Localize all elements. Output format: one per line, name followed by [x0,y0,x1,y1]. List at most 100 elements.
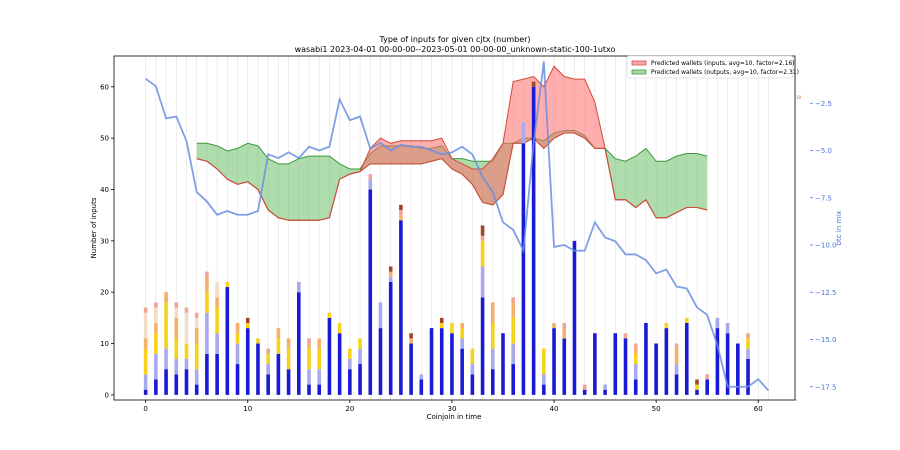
predicted-inputs-band-area [196,66,708,221]
btc-in-mix-line [145,61,770,392]
bar-segment-remix-non-std [460,328,464,339]
bar-segment-remix-std [603,384,607,390]
bar-segment-remix-non-std [480,240,485,267]
bar-segment-remix-other [235,322,240,334]
bar-segment-remix-other [276,328,281,339]
bar-segment-remix-other [490,302,495,323]
bar-segment-mature [215,281,219,298]
bar-segment-change [174,302,179,308]
bar-segment-mature [154,307,158,323]
bar-segment-mature [194,317,199,329]
bar-segment-remix-other [143,338,148,349]
bar-segment-unknown [388,266,393,272]
predicted-wallet-bands [196,65,708,221]
y3-tick-label: 10 [796,95,802,100]
bar-segment-remix-std [633,364,638,380]
bar-segment-remix-other [286,338,291,349]
y2-tick-label: −12.5 [815,289,836,297]
bar-segment-remix-std [542,374,546,385]
legend-label-outputs: Predicted wallets (outputs, avg=10, fact… [651,69,799,76]
bar-segment-fresh [450,333,454,395]
bar-segment-remix-std [460,338,464,349]
bar-segment-remix-std [490,348,495,370]
bar-segment-fresh [388,281,393,395]
stacked-bars [143,81,750,395]
bar-segment-fresh [276,353,281,395]
bar-segment-remix-other [388,271,393,277]
bar-segment-change [633,343,638,349]
y2-tick-label: −15.0 [815,336,836,344]
bar-segment-remix-other [409,338,413,344]
bar-segment-remix-std [235,343,240,365]
bar-segment-remix-std [164,348,168,370]
bar-segment-fresh [490,369,495,395]
bar-segment-fresh [409,343,413,395]
bar-segment-remix-non-std [746,338,750,349]
y-tick-label: 0 [105,391,109,399]
x-tick-label: 40 [550,405,559,413]
bar-segment-change [194,312,199,318]
bar-segment-remix-std [143,374,148,390]
plot-frame [113,55,796,401]
bar-segment-remix-non-std [490,322,495,349]
bar-segment-change [746,333,750,339]
bar-segment-remix-non-std [348,348,352,359]
bar-segment-remix-non-std [695,384,699,390]
bar-segment-fresh [429,328,434,395]
bar-segment-fresh [266,374,270,395]
bar-segment-fresh [194,384,199,395]
bar-segment-fresh [644,322,648,395]
bar-segment-change [205,271,209,277]
btc-in-mix-polyline [145,61,770,392]
bar-segment-remix-std [470,364,475,375]
bar-segment-remix-non-std [266,353,270,365]
bar-segment-remix-std [307,369,311,385]
bar-segment-fresh [623,338,628,395]
bar-segment-fresh [337,333,342,395]
bar-segment-fresh [674,374,679,395]
bar-segment-fresh [664,328,669,395]
bar-segment-fresh [684,322,689,395]
bar-segment-fresh [174,374,179,395]
bar-segment-remix-non-std [164,302,168,349]
bar-segment-remix-other [511,302,516,318]
bar-segment-fresh [399,220,403,395]
bar-segment-remix-other [399,215,403,221]
bar-segment-fresh [296,292,301,395]
bar-segment-fresh [542,384,546,395]
bar-segment-remix-std [266,364,270,375]
y-axis-label: Number of inputs [90,197,98,258]
bar-segment-remix-non-std [225,281,230,288]
bar-segment-fresh [593,333,597,395]
bar-segment-remix-non-std [256,338,260,344]
y-tick-label: 10 [100,340,109,348]
bar-segment-remix-non-std [215,307,219,334]
legend-swatch-outputs [631,69,647,75]
bar-segment-fresh [378,328,383,395]
bar-segment-fresh [215,353,219,395]
bar-segment-remix-std [746,348,750,359]
bar-segment-fresh [235,364,240,395]
bar-segment-unknown [399,204,403,211]
bar-segment-remix-std [348,358,352,370]
bar-segment-remix-non-std [143,348,148,375]
bar-segment-fresh [256,343,260,395]
bar-segment-fresh [317,384,322,395]
bar-segment-fresh [501,333,505,395]
y-tick-label: 60 [100,83,109,91]
bar-segment-fresh [736,343,740,395]
y-tick-label: 50 [100,135,109,143]
bar-segment-remix-std [358,348,362,365]
bar-segment-remix-non-std [439,322,444,329]
bar-segment-remix-other [154,322,158,334]
bar-segment-remix-std [194,369,199,385]
bar-segment-remix-non-std [154,333,158,354]
bar-segment-mature [184,312,189,344]
x-tick-label: 20 [345,405,354,413]
bar-segment-mature [174,307,179,318]
bar-segment-fresh [480,297,485,395]
bar-segment-remix-non-std [235,333,240,344]
bar-segment-remix-std [296,281,301,293]
bar-segment-fresh [419,379,424,395]
bar-segment-remix-non-std [174,338,179,359]
